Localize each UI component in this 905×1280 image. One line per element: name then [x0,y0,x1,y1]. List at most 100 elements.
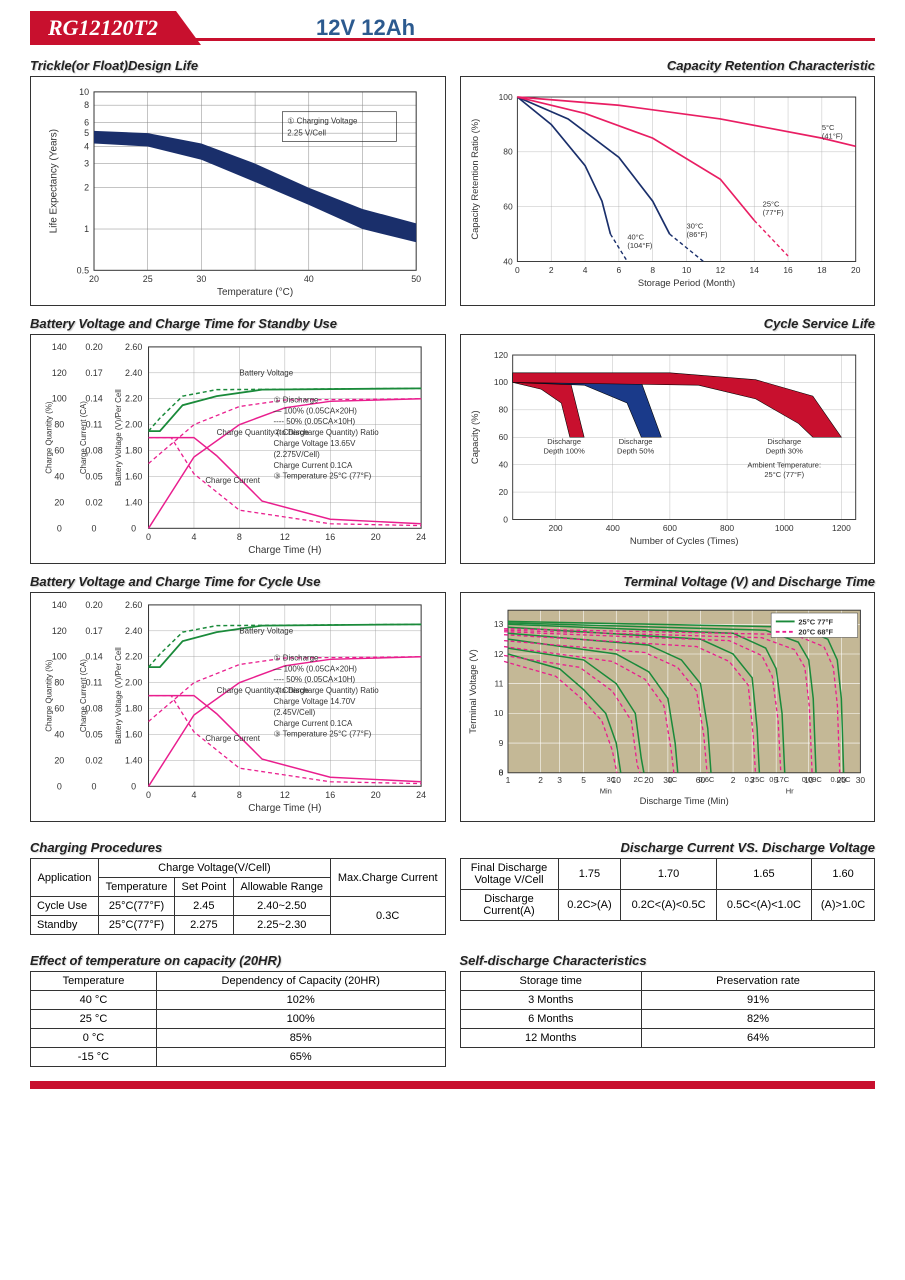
table-charging-title: Charging Procedures [30,840,446,855]
svg-text:Life Expectancy (Years): Life Expectancy (Years) [48,129,59,233]
model-badge: RG12120T2 [30,11,176,45]
svg-text:80: 80 [503,147,513,157]
svg-text:4: 4 [191,790,196,800]
svg-text:20: 20 [371,532,381,542]
svg-text:0: 0 [131,523,136,533]
svg-text:0.11: 0.11 [86,678,103,688]
svg-text:12: 12 [280,532,290,542]
svg-text:200: 200 [548,523,562,533]
svg-text:8: 8 [498,768,503,778]
svg-text:3: 3 [749,775,754,785]
svg-text:20°C 68°F: 20°C 68°F [798,628,833,637]
svg-text:1.80: 1.80 [125,704,142,714]
chart-standby-charge: Battery Voltage and Charge Time for Stan… [30,316,446,564]
svg-text:---- 50% (0.05CA×10H): ---- 50% (0.05CA×10H) [273,675,355,684]
svg-text:12: 12 [493,649,503,659]
svg-text:0.20: 0.20 [85,342,102,352]
svg-text:Number of Cycles (Times): Number of Cycles (Times) [629,535,738,546]
svg-text:25°C 77°F: 25°C 77°F [798,617,833,626]
svg-text:Battery Voltage: Battery Voltage [239,368,293,377]
svg-text:Charge Voltage 13.65V: Charge Voltage 13.65V [273,439,356,448]
svg-text:0: 0 [146,790,151,800]
svg-text:60: 60 [503,201,513,211]
svg-text:2: 2 [84,183,89,193]
svg-text:24: 24 [416,532,426,542]
footer-bar [30,1081,875,1089]
svg-text:6: 6 [84,117,89,127]
svg-text:60: 60 [54,704,64,714]
svg-text:Charge Quantity (%): Charge Quantity (%) [44,659,53,732]
svg-text:4: 4 [84,141,89,151]
svg-text:0.17: 0.17 [85,368,102,378]
svg-text:Hr: Hr [785,786,793,795]
svg-text:40: 40 [54,471,64,481]
svg-text:② Charge: ② Charge [273,686,309,695]
chart6-title: Terminal Voltage (V) and Discharge Time [460,574,876,589]
svg-text:20: 20 [371,790,381,800]
svg-text:2.60: 2.60 [125,600,142,610]
svg-text:40: 40 [498,459,508,469]
svg-text:Discharge Time (Min): Discharge Time (Min) [639,795,728,806]
svg-text:Ambient Temperature:: Ambient Temperature: [747,460,821,469]
svg-text:30: 30 [855,775,865,785]
svg-text:120: 120 [52,368,67,378]
svg-text:10: 10 [611,775,621,785]
svg-text:30: 30 [663,775,673,785]
temp-table: TemperatureDependency of Capacity (20HR)… [30,971,446,1067]
svg-text:(2.45V/Cell): (2.45V/Cell) [273,708,315,717]
svg-text:① Discharge: ① Discharge [273,653,319,662]
chart-cycle-charge: Battery Voltage and Charge Time for Cycl… [30,574,446,822]
svg-text:2.25 V/Cell: 2.25 V/Cell [287,128,326,137]
svg-text:0.17: 0.17 [85,626,102,636]
svg-text:2.20: 2.20 [125,652,142,662]
svg-text:100: 100 [493,377,507,387]
svg-text:1: 1 [84,224,89,234]
svg-text:Charge Current: Charge Current [205,476,260,485]
svg-text:Charge Time (H): Charge Time (H) [248,803,321,814]
svg-text:2.20: 2.20 [125,394,142,404]
svg-text:16: 16 [325,532,335,542]
svg-text:10: 10 [681,265,691,275]
svg-text:1.60: 1.60 [125,729,142,739]
svg-text:0: 0 [92,781,97,791]
svg-text:4: 4 [582,265,587,275]
svg-text:1.40: 1.40 [125,755,142,765]
svg-text:(41°F): (41°F) [821,131,842,140]
svg-text:8: 8 [84,100,89,110]
svg-text:20: 20 [836,775,846,785]
svg-text:Charge Time (H): Charge Time (H) [248,545,321,556]
svg-text:(104°F): (104°F) [627,241,653,250]
svg-text:2.40: 2.40 [125,626,142,636]
svg-text:60: 60 [54,446,64,456]
table-selfdis-title: Self-discharge Characteristics [460,953,876,968]
svg-text:25: 25 [143,274,153,284]
svg-text:3: 3 [84,159,89,169]
svg-text:Min: Min [599,786,611,795]
svg-text:8: 8 [237,790,242,800]
svg-text:Battery Voltage (V)/Per Cell: Battery Voltage (V)/Per Cell [114,647,123,744]
svg-text:140: 140 [52,342,67,352]
header: RG12120T2 12V 12Ah [30,10,875,46]
table-dcdv-title: Discharge Current VS. Discharge Voltage [460,840,876,855]
svg-text:11: 11 [494,679,503,689]
svg-text:1200: 1200 [832,523,851,533]
svg-text:1.60: 1.60 [125,471,142,481]
svg-text:800: 800 [720,523,734,533]
svg-text:Charge Quantity (%): Charge Quantity (%) [44,401,53,474]
svg-text:③ Temperature 25°C (77°F): ③ Temperature 25°C (77°F) [273,472,371,481]
svg-text:Depth 30%: Depth 30% [765,447,802,456]
svg-text:8: 8 [650,265,655,275]
svg-text:Battery Voltage (V)/Per Cell: Battery Voltage (V)/Per Cell [114,389,123,486]
svg-text:③ Temperature 25°C (77°F): ③ Temperature 25°C (77°F) [273,730,371,739]
svg-text:40: 40 [503,256,513,266]
svg-text:5: 5 [773,775,778,785]
svg-text:Discharge: Discharge [767,437,801,446]
svg-text:0.11: 0.11 [86,420,103,430]
svg-text:120: 120 [493,350,507,360]
charging-table: ApplicationCharge Voltage(V/Cell)Max.Cha… [30,858,446,935]
svg-text:20: 20 [54,497,64,507]
svg-text:---- 50% (0.05CA×10H): ---- 50% (0.05CA×10H) [273,417,355,426]
svg-text:1.40: 1.40 [125,497,142,507]
svg-text:12: 12 [715,265,725,275]
chart5-title: Battery Voltage and Charge Time for Cycl… [30,574,446,589]
